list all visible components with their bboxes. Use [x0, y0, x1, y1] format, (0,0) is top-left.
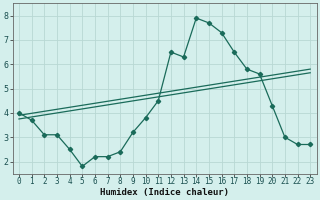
X-axis label: Humidex (Indice chaleur): Humidex (Indice chaleur) — [100, 188, 229, 197]
